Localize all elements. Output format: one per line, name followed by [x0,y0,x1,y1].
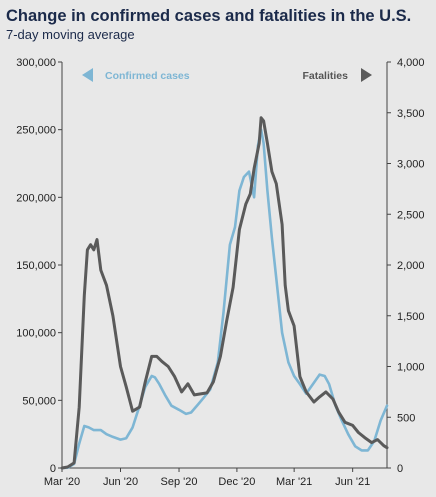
chart-subtitle: 7-day moving average [6,27,135,42]
series-line-confirmed-cases [60,128,389,470]
left-tick-label: 300,000 [16,57,56,69]
x-tick-label: Jun '21 [335,476,370,488]
right-tick-label: 0 [397,463,403,475]
x-axis: Mar '20 Jun '20 Sep '20 Dec '20 Mar '21 Jun '… [44,467,387,488]
x-tick-label: Mar '21 [276,476,312,488]
right-tick-label: 1,000 [397,362,425,374]
plot-area [62,62,387,468]
right-tick-label: 3,000 [397,159,425,171]
x-tick-label: Sep '20 [161,476,198,488]
series-group [60,116,389,470]
left-tick-label: 200,000 [16,192,56,204]
right-tick-label: 1,500 [397,311,425,323]
left-axis: 0 50,000 100,000 150,000 200,000 250,000 300,0… [16,57,63,475]
right-tick-label: 4,000 [397,57,425,69]
chart-title: Change in confirmed cases and fatalities… [6,7,412,25]
series-line-fatalities [60,116,389,470]
legend-arrow-left-icon [82,68,93,82]
right-tick-label: 500 [397,412,415,424]
legend-arrow-right-icon [361,68,372,82]
right-tick-label: 3,500 [397,108,425,120]
left-tick-label: 150,000 [16,260,56,272]
right-tick-label: 2,500 [397,209,425,221]
right-tick-label: 2,000 [397,260,425,272]
x-tick-label: Dec '20 [218,476,255,488]
legend: Confirmed cases Fatalities [82,68,372,82]
legend-label-confirmed-cases: Confirmed cases [105,70,190,82]
legend-label-fatalities: Fatalities [302,70,348,82]
left-tick-label: 250,000 [16,125,56,137]
x-tick-label: Mar '20 [44,476,80,488]
right-axis: 0 500 1,000 1,500 2,000 2,500 3,000 3,500 4,000 [386,57,425,475]
left-tick-label: 0 [50,463,56,475]
left-tick-label: 100,000 [16,328,56,340]
left-tick-label: 50,000 [22,395,56,407]
x-tick-label: Jun '20 [103,476,138,488]
